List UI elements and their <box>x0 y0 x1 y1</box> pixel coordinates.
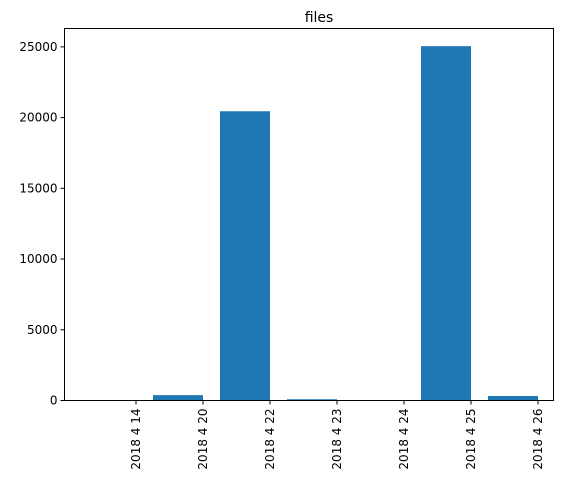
y-tick-label: 0 <box>50 394 58 408</box>
plot-frame <box>64 28 554 401</box>
bar <box>287 399 337 401</box>
bar <box>153 395 203 401</box>
y-tick-label: 10000 <box>19 252 57 266</box>
x-tick-label: 2018 4 23 <box>330 409 344 470</box>
x-axis: 2018 4 14 2018 4 20 2018 4 22 2018 4 23 2018… <box>129 400 545 470</box>
x-tick-label: 2018 4 24 <box>397 409 411 470</box>
x-tick-label: 2018 4 14 <box>129 409 143 470</box>
x-tick-label: 2018 4 20 <box>196 409 210 470</box>
y-tick-label: 15000 <box>19 181 57 195</box>
y-axis: 0 5000 10000 15000 20000 25000 <box>19 40 65 408</box>
bars-group <box>86 46 538 401</box>
x-tick-label: 2018 4 26 <box>531 409 545 470</box>
x-tick-label: 2018 4 25 <box>464 409 478 470</box>
chart-title: files <box>305 10 334 26</box>
bar <box>220 111 270 401</box>
y-tick-label: 25000 <box>19 40 57 54</box>
x-tick-label: 2018 4 22 <box>263 409 277 470</box>
bar <box>488 395 538 401</box>
bar <box>421 46 471 401</box>
y-tick-label: 20000 <box>19 111 57 125</box>
y-tick-label: 5000 <box>27 323 58 337</box>
